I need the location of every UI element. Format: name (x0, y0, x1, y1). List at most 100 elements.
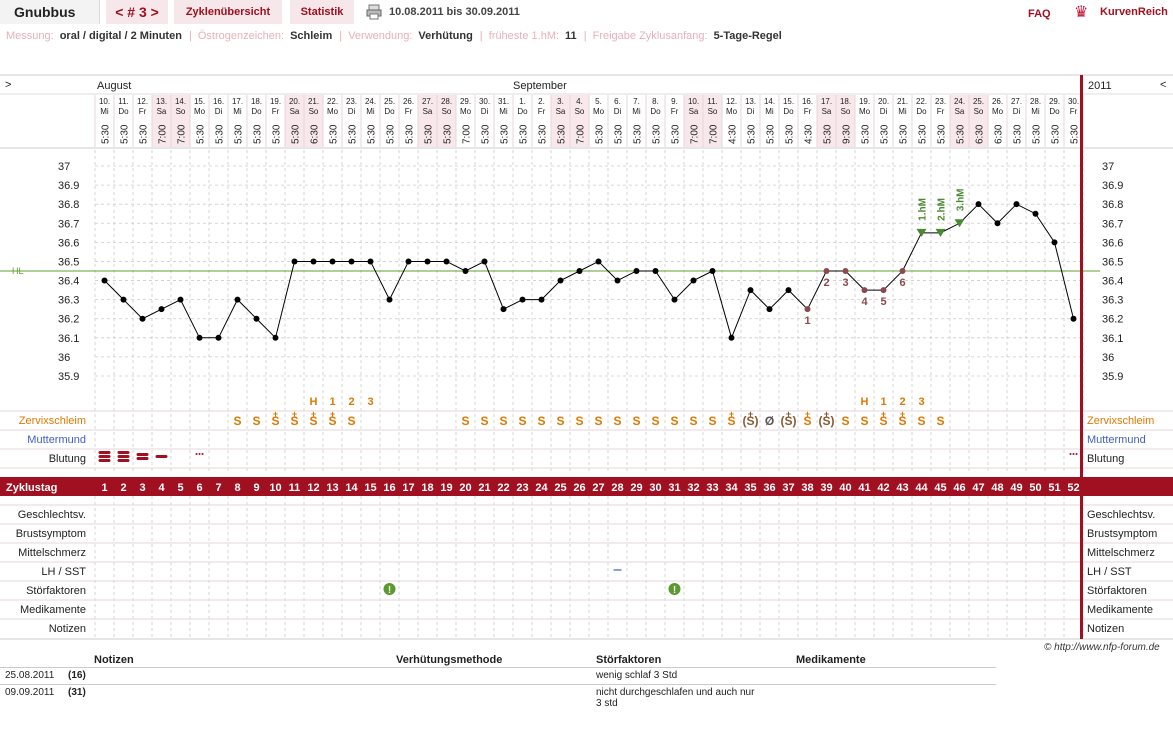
temperature-point (1051, 239, 1058, 246)
bleeding-mark (117, 455, 130, 458)
temperature-point (975, 201, 982, 208)
tab-statistik[interactable]: Statistik (290, 0, 354, 24)
weekday-label: So (708, 107, 718, 116)
temperature-point (633, 267, 640, 274)
day-number: 2. (538, 97, 545, 106)
weekday-label: Fr (1070, 107, 1078, 116)
y-tick-label: 36 (58, 352, 70, 364)
weekday-label: Mi (765, 107, 774, 116)
mucus-mark: S (290, 414, 298, 428)
measure-time: 5:30 (785, 124, 796, 144)
tab-zyklenuebersicht[interactable]: Zyklenübersicht (174, 0, 282, 24)
day-number: 17. (232, 97, 243, 106)
cycle-nav[interactable]: < # 3 > (106, 0, 168, 24)
cycle-day-number: 51 (1048, 482, 1060, 494)
day-number: 12. (726, 97, 737, 106)
day-number: 18. (251, 97, 262, 106)
row-label-right: Zervixschleim (1087, 415, 1154, 427)
mucus-plus: + (330, 409, 335, 419)
weekend-column (703, 95, 722, 147)
count-label: 2 (823, 277, 829, 289)
row-label-right: Blutung (1087, 453, 1124, 465)
temperature-point (291, 258, 298, 265)
info-value: Verhütung (418, 30, 473, 42)
count-label: 6 (899, 277, 905, 289)
day-number: 23. (346, 97, 357, 106)
printer-icon[interactable] (366, 4, 382, 20)
day-number: 1. (519, 97, 526, 106)
temperature-point (709, 267, 716, 274)
current-day-line (1080, 75, 1083, 639)
y-tick-label: 36.8 (58, 199, 79, 211)
mucus-mark: S (936, 414, 944, 428)
mucus-plus: + (748, 409, 753, 419)
cycle-day-number: 7 (215, 482, 221, 494)
weekend-column (817, 95, 836, 147)
measure-time: 5:30 (500, 124, 511, 144)
mucus-mark: Ø (765, 414, 774, 428)
notes-header-notizen: Notizen (94, 654, 134, 666)
faq-link[interactable]: FAQ (1028, 8, 1051, 20)
measure-time: 5:30 (1013, 124, 1024, 144)
weekend-column (969, 95, 988, 147)
measure-time: 5:30 (918, 124, 929, 144)
measure-time: 5:30 (1032, 124, 1043, 144)
measure-time: 5:30 (671, 124, 682, 144)
day-number: 29. (1049, 97, 1060, 106)
mucus-count-label: 2 (348, 396, 354, 408)
day-number: 25. (973, 97, 984, 106)
temperature-point (671, 296, 678, 303)
cycle-day-number: 13 (326, 482, 338, 494)
brand-logo[interactable]: KurvenReich (1100, 6, 1168, 18)
weekday-label: Mo (593, 107, 605, 116)
weekday-label: Sa (689, 107, 699, 116)
bleeding-mark (117, 459, 130, 462)
y-tick-label-right: 36.4 (1102, 276, 1123, 288)
row-label: Mittelschmerz (18, 547, 86, 559)
temperature-point (595, 258, 602, 265)
temperature-point (234, 296, 241, 303)
cycle-day-number: 4 (158, 482, 165, 494)
row-label: Brustsymptom (16, 528, 86, 540)
spotting-mark (1069, 453, 1072, 455)
weekday-label: Fr (139, 107, 147, 116)
temperature-point (538, 296, 545, 303)
mucus-plus: + (273, 409, 278, 419)
weekday-label: Do (251, 107, 262, 116)
info-label: früheste 1.hM: (488, 30, 560, 42)
notes-stoer: nicht durchgeschlafen und auch nur 3 std (596, 687, 755, 709)
spotting-mark (1075, 453, 1078, 455)
measure-time: 5:30 (1051, 124, 1062, 144)
weekend-column (950, 95, 969, 147)
measure-time: 5:30 (652, 124, 663, 144)
cycle-day-number: 16 (383, 482, 395, 494)
measure-time: 5:30 (861, 124, 872, 144)
weekday-label: So (176, 107, 186, 116)
temperature-point (272, 334, 279, 341)
mucus-count-label: 3 (367, 396, 373, 408)
day-number: 19. (270, 97, 281, 106)
measure-time: 7:00 (177, 124, 188, 144)
day-number: 16. (213, 97, 224, 106)
day-number: 8. (652, 97, 659, 106)
temperature-point (1032, 210, 1039, 217)
measure-time: 5:30 (101, 124, 112, 144)
mucus-mark: S (309, 414, 317, 428)
temperature-point (424, 258, 431, 265)
measure-time: 4:30 (728, 124, 739, 144)
cycle-day-number: 26 (573, 482, 585, 494)
temperature-point (310, 258, 317, 265)
notes-day: (16) (68, 670, 86, 681)
notes-header-methode: Verhütungsmethode (396, 654, 503, 666)
temperature-point (785, 287, 792, 294)
y-tick-label: 36.9 (58, 180, 79, 192)
info-value: oral / digital / 2 Minuten (59, 30, 182, 42)
temperature-point (120, 296, 127, 303)
day-number: 30. (479, 97, 490, 106)
day-number: 14. (764, 97, 775, 106)
measure-time: 5:30 (405, 124, 416, 144)
row-label-right: Medikamente (1087, 604, 1153, 616)
y-tick-label: 36.2 (58, 314, 79, 326)
weekday-label: Fr (937, 107, 945, 116)
